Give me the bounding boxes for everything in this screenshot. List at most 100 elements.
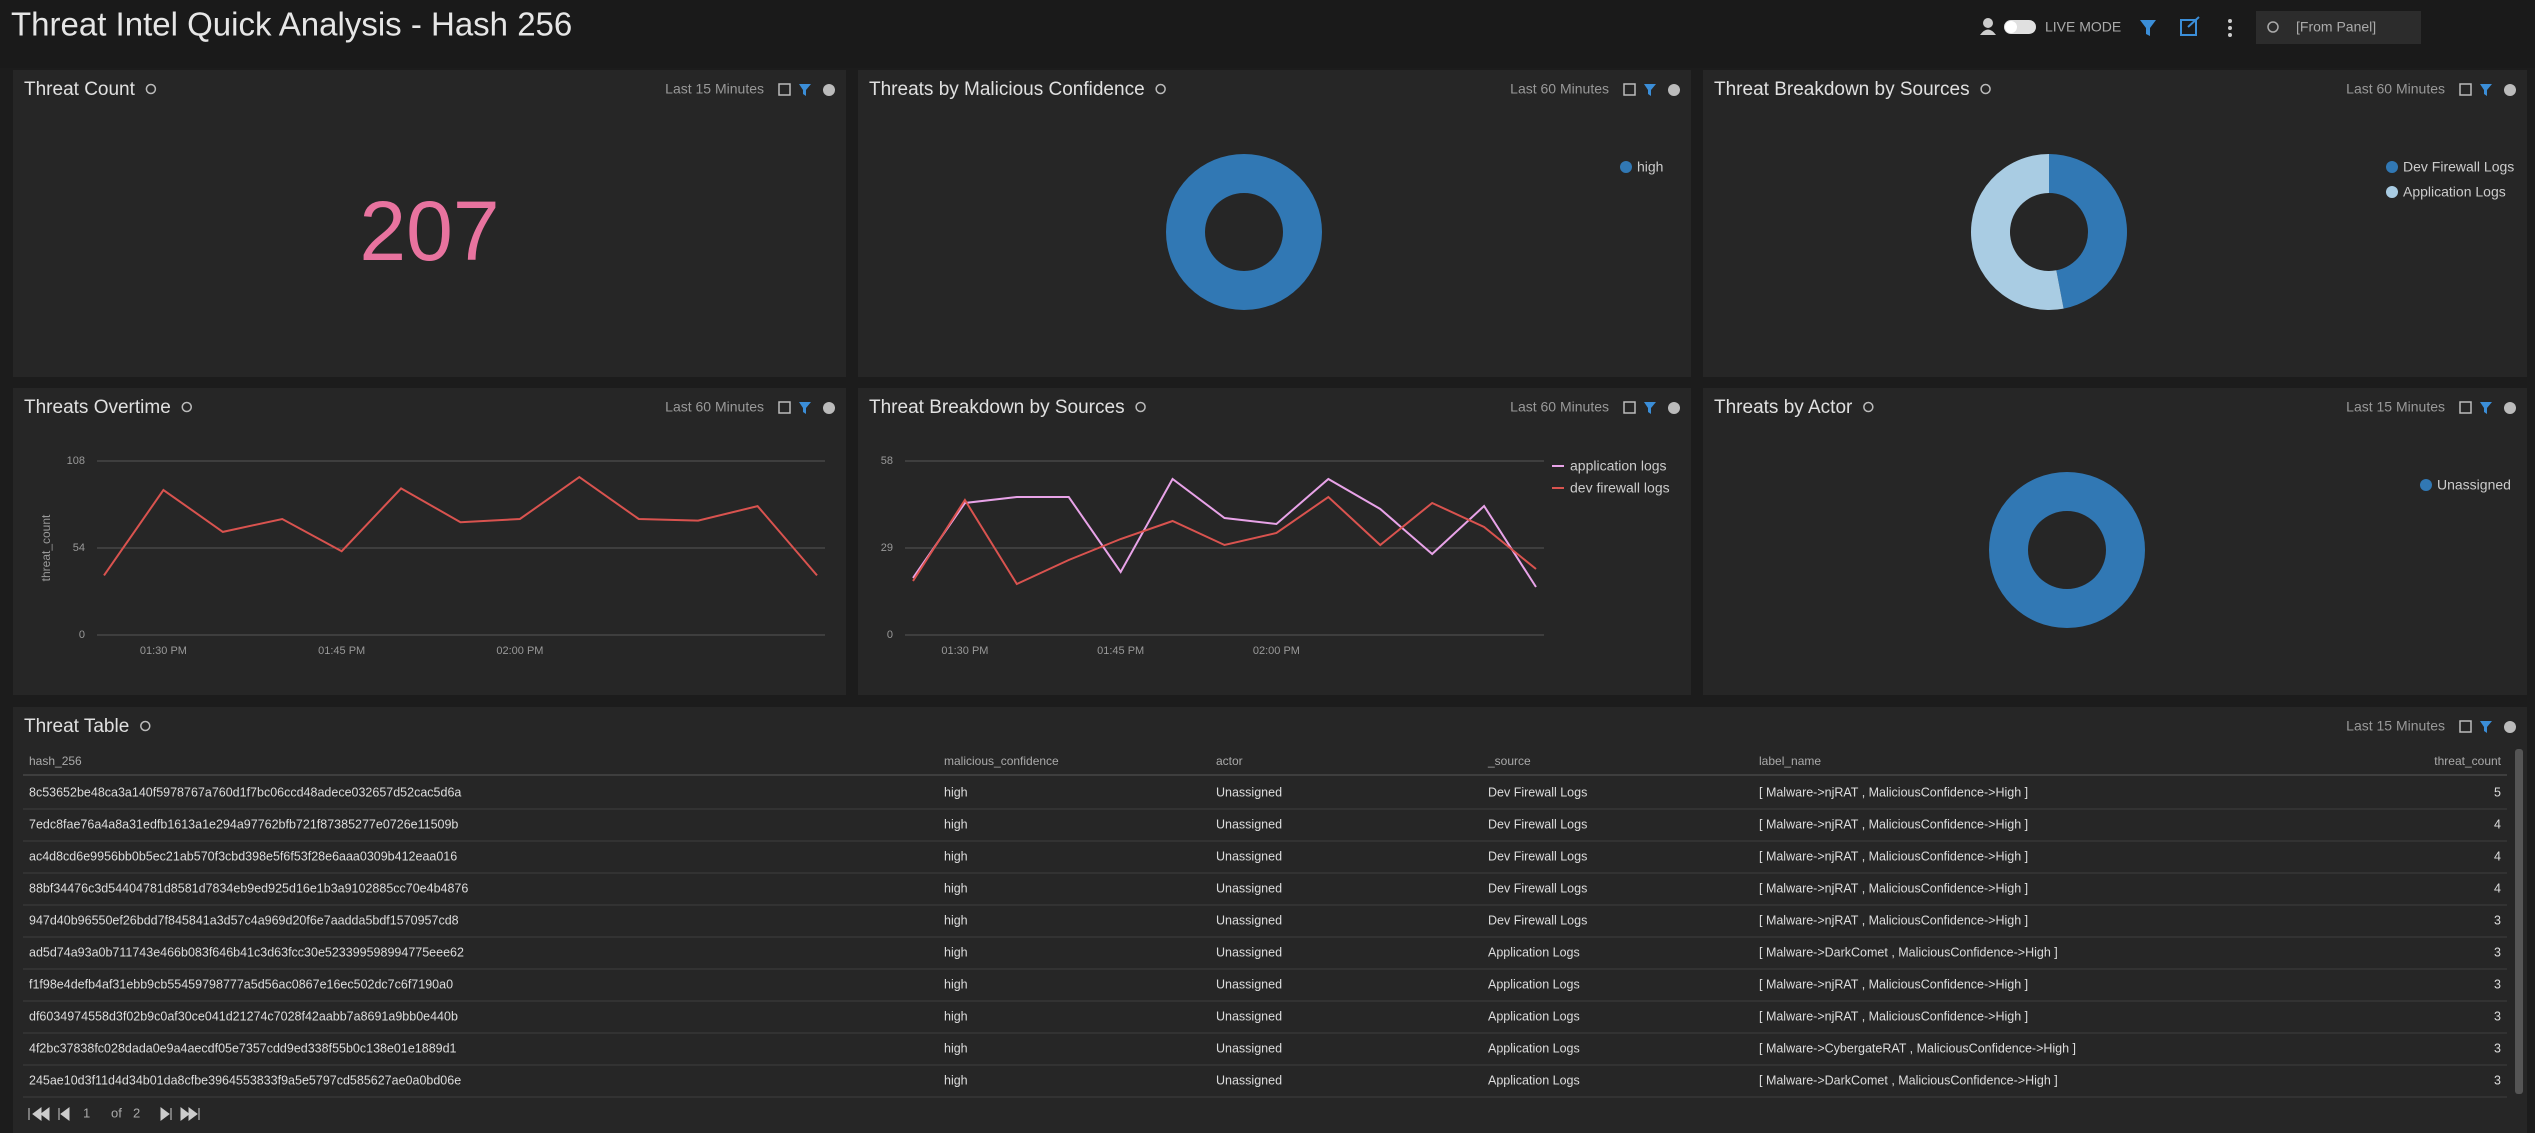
- export-icon[interactable]: [778, 83, 791, 96]
- search-icon[interactable]: [1135, 401, 1146, 413]
- info-icon[interactable]: [2504, 402, 2516, 414]
- table-cell: Unassigned: [1216, 945, 1282, 959]
- table-cell: 3: [2494, 945, 2501, 959]
- filter-icon[interactable]: [799, 84, 811, 96]
- panel-title: Threat Breakdown by Sources: [869, 397, 1125, 418]
- info-icon[interactable]: [1668, 402, 1680, 414]
- pie-slice: [1989, 472, 2145, 628]
- chart-panel-canvas: Threat Breakdown by Sources Last 60 Minut…: [1714, 79, 2516, 310]
- column-header: malicious_confidence: [944, 754, 1059, 768]
- table-cell: Unassigned: [1216, 881, 1282, 895]
- page-count: 2: [133, 1105, 140, 1120]
- info-icon[interactable]: [2504, 721, 2516, 733]
- table-cell: 3: [2494, 1041, 2501, 1055]
- y-tick-label: 0: [887, 629, 893, 641]
- chart-panel-canvas: Threat Breakdown by Sources Last 60 Minut…: [869, 397, 1680, 657]
- legend-label: Unassigned: [2437, 477, 2511, 493]
- table-cell: 947d40b96550ef26bdd7f845841a3d57c4a969d2…: [29, 913, 459, 927]
- table-cell: Application Logs: [1488, 977, 1580, 991]
- table-cell: 245ae10d3f11d4d34b01da8cfbe3964553833f9a…: [29, 1073, 461, 1087]
- export-icon[interactable]: [2459, 401, 2472, 414]
- dashboard-title: Threat Intel Quick Analysis - Hash 256: [11, 6, 572, 43]
- export-icon[interactable]: [2459, 720, 2472, 733]
- table-cell: ac4d8cd6e9956bb0b5ec21ab570f3cbd398e5f6f…: [29, 849, 457, 863]
- info-icon[interactable]: [823, 84, 835, 96]
- table-cell: Dev Firewall Logs: [1488, 881, 1587, 895]
- y-axis-label: threat_count: [39, 514, 53, 581]
- live-toggle[interactable]: [2004, 20, 2036, 34]
- info-icon[interactable]: [823, 402, 835, 414]
- next-page-button[interactable]: [160, 1107, 172, 1121]
- table-cell: 4f2bc37838fc028dada0e9a4aecdf05e7357cdd9…: [29, 1041, 457, 1055]
- share-icon[interactable]: [2180, 16, 2200, 36]
- table-cell: Application Logs: [1488, 1009, 1580, 1023]
- filter-icon[interactable]: [2140, 20, 2156, 36]
- column-header: _source: [1487, 754, 1531, 768]
- y-tick-label: 29: [881, 542, 893, 554]
- prev-page-button[interactable]: [58, 1107, 70, 1121]
- table-cell: high: [944, 1009, 968, 1023]
- filter-icon[interactable]: [2480, 721, 2492, 733]
- export-icon[interactable]: [778, 401, 791, 414]
- panel-title: Threats Overtime: [24, 397, 171, 418]
- y-tick-label: 108: [67, 455, 85, 467]
- export-icon[interactable]: [1623, 83, 1636, 96]
- table-cell: 3: [2494, 1073, 2501, 1087]
- column-header: actor: [1216, 754, 1243, 768]
- table-cell: Unassigned: [1216, 1009, 1282, 1023]
- x-tick-label: 02:00 PM: [1253, 645, 1300, 657]
- user-icon[interactable]: [1980, 18, 1996, 35]
- x-tick-label: 01:30 PM: [140, 645, 187, 657]
- line-series: [912, 495, 1537, 586]
- export-icon[interactable]: [2459, 83, 2472, 96]
- header-bar: Threat Intel Quick Analysis - Hash 256 L…: [0, 0, 2535, 68]
- chart-panel: Threats by Actor Last 15 Minutes Unassigne…: [1703, 388, 2527, 695]
- search-icon[interactable]: [1980, 83, 1991, 95]
- first-page-button[interactable]: [28, 1107, 50, 1121]
- last-page-button[interactable]: [180, 1107, 200, 1121]
- clock-icon: [2267, 21, 2279, 33]
- export-icon[interactable]: [1623, 401, 1636, 414]
- legend-swatch: [2420, 479, 2432, 491]
- info-icon[interactable]: [2504, 84, 2516, 96]
- chart-panel: Threats by Malicious Confidence Last 60 M…: [858, 70, 1691, 377]
- filter-icon[interactable]: [1644, 402, 1656, 414]
- table-panel: Threat Table Last 15 Minutes hash_256 malic…: [13, 707, 2527, 1133]
- search-icon[interactable]: [181, 401, 193, 413]
- search-icon[interactable]: [1155, 83, 1166, 95]
- table-cell: 3: [2494, 977, 2501, 991]
- search-icon[interactable]: [140, 720, 151, 732]
- legend-label: Dev Firewall Logs: [2403, 159, 2514, 175]
- filter-icon[interactable]: [1644, 84, 1656, 96]
- table-cell: high: [944, 1073, 968, 1087]
- info-icon[interactable]: [1668, 84, 1680, 96]
- table-cell: df6034974558d3f02b9c0af30ce041d21274c702…: [29, 1009, 458, 1023]
- table-cell: Application Logs: [1488, 1041, 1580, 1055]
- table-cell: 4: [2494, 817, 2501, 831]
- table-cell: [ Malware->njRAT , MaliciousConfidence->…: [1759, 849, 2028, 863]
- time-picker-label: [From Panel]: [2296, 19, 2376, 35]
- search-icon[interactable]: [1863, 401, 1874, 413]
- menu-icon[interactable]: [2228, 19, 2232, 37]
- single-value: 207: [359, 184, 499, 278]
- table-cell: Dev Firewall Logs: [1488, 849, 1587, 863]
- scrollbar[interactable]: [2515, 749, 2523, 1094]
- search-icon[interactable]: [145, 83, 157, 95]
- column-header: hash_256: [29, 754, 82, 768]
- x-tick-label: 02:00 PM: [496, 645, 543, 657]
- table-cell: [ Malware->njRAT , MaliciousConfidence->…: [1759, 817, 2028, 831]
- legend-label: high: [1637, 159, 1663, 175]
- chart-panel: Threat Breakdown by Sources Last 60 Minut…: [858, 388, 1691, 695]
- legend-swatch: [1620, 161, 1632, 173]
- table-cell: high: [944, 945, 968, 959]
- header-background: [0, 0, 2535, 68]
- table-cell: 3: [2494, 1009, 2501, 1023]
- chart-panel: Threat Breakdown by Sources Last 60 Minut…: [1703, 70, 2527, 377]
- filter-icon[interactable]: [2480, 84, 2492, 96]
- legend-label: dev firewall logs: [1570, 480, 1670, 496]
- page-number: 1: [83, 1105, 90, 1120]
- table-cell: 3: [2494, 913, 2501, 927]
- filter-icon[interactable]: [799, 402, 811, 414]
- time-picker[interactable]: [2256, 11, 2421, 44]
- filter-icon[interactable]: [2480, 402, 2492, 414]
